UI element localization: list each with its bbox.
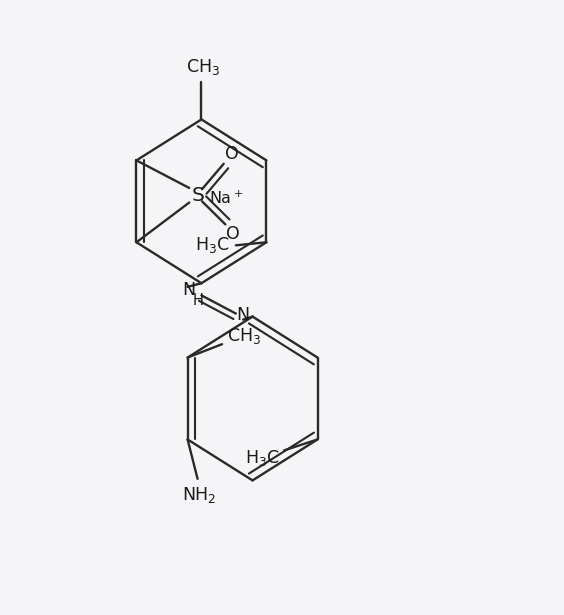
Text: O: O [226,225,240,243]
Text: H$_3$C: H$_3$C [245,448,279,467]
Text: N: N [182,281,195,299]
Text: S: S [191,186,204,205]
Text: Na$^+$: Na$^+$ [209,189,243,207]
Text: H: H [193,293,204,308]
Text: N: N [236,306,250,323]
Text: CH$_3$: CH$_3$ [186,57,220,77]
Text: H$_3$C: H$_3$C [195,236,230,255]
Text: O: O [224,145,239,163]
Text: CH$_3$: CH$_3$ [227,327,261,346]
Text: NH$_2$: NH$_2$ [182,485,216,506]
